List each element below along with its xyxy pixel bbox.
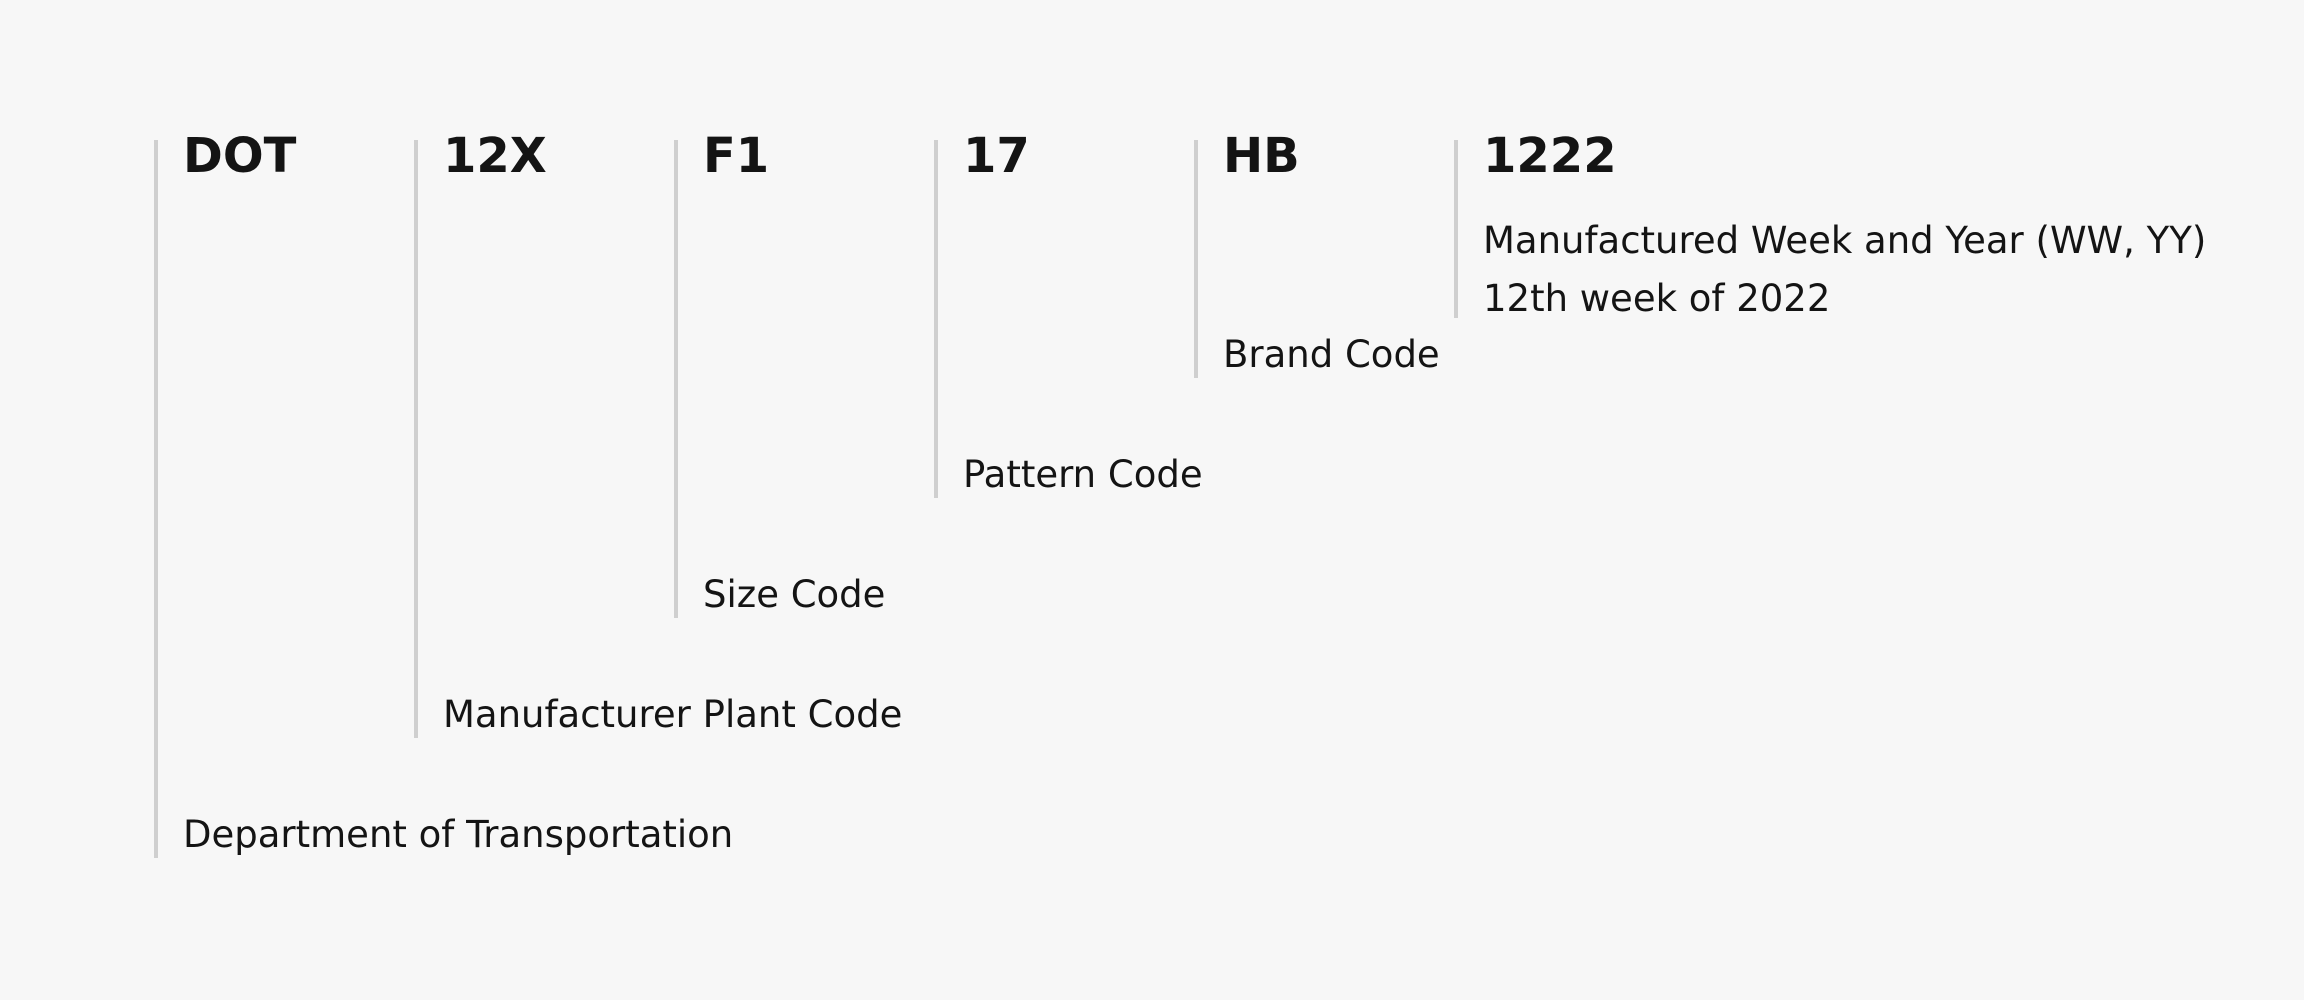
- label-week-year-title: Manufactured Week and Year (WW, YY): [1483, 219, 2207, 262]
- code-plant: 12X: [443, 128, 547, 184]
- code-brand: HB: [1223, 128, 1300, 184]
- label-manufacturer-plant-code: Manufacturer Plant Code: [443, 693, 903, 736]
- code-date: 1222: [1483, 128, 1617, 184]
- code-dot: DOT: [183, 128, 297, 184]
- label-manufactured-week-year: Manufactured Week and Year (WW, YY) 12th…: [1483, 212, 2206, 328]
- label-size-code: Size Code: [703, 573, 886, 616]
- label-department-of-transportation: Department of Transportation: [183, 813, 734, 856]
- segment-pattern-code: 17 Pattern Code: [934, 132, 1203, 498]
- segment-plant-code: 12X Manufacturer Plant Code: [414, 132, 902, 738]
- segment-dot: DOT Department of Transportation: [154, 132, 733, 858]
- segment-date-code: 1222 Manufactured Week and Year (WW, YY)…: [1454, 132, 2206, 320]
- label-pattern-code: Pattern Code: [963, 453, 1203, 496]
- label-brand-code: Brand Code: [1223, 333, 1440, 376]
- code-size: F1: [703, 128, 770, 184]
- segment-brand-code: HB Brand Code: [1194, 132, 1440, 378]
- segment-size-code: F1 Size Code: [674, 132, 885, 618]
- code-pattern: 17: [963, 128, 1030, 184]
- label-week-year-detail: 12th week of 2022: [1483, 277, 1831, 320]
